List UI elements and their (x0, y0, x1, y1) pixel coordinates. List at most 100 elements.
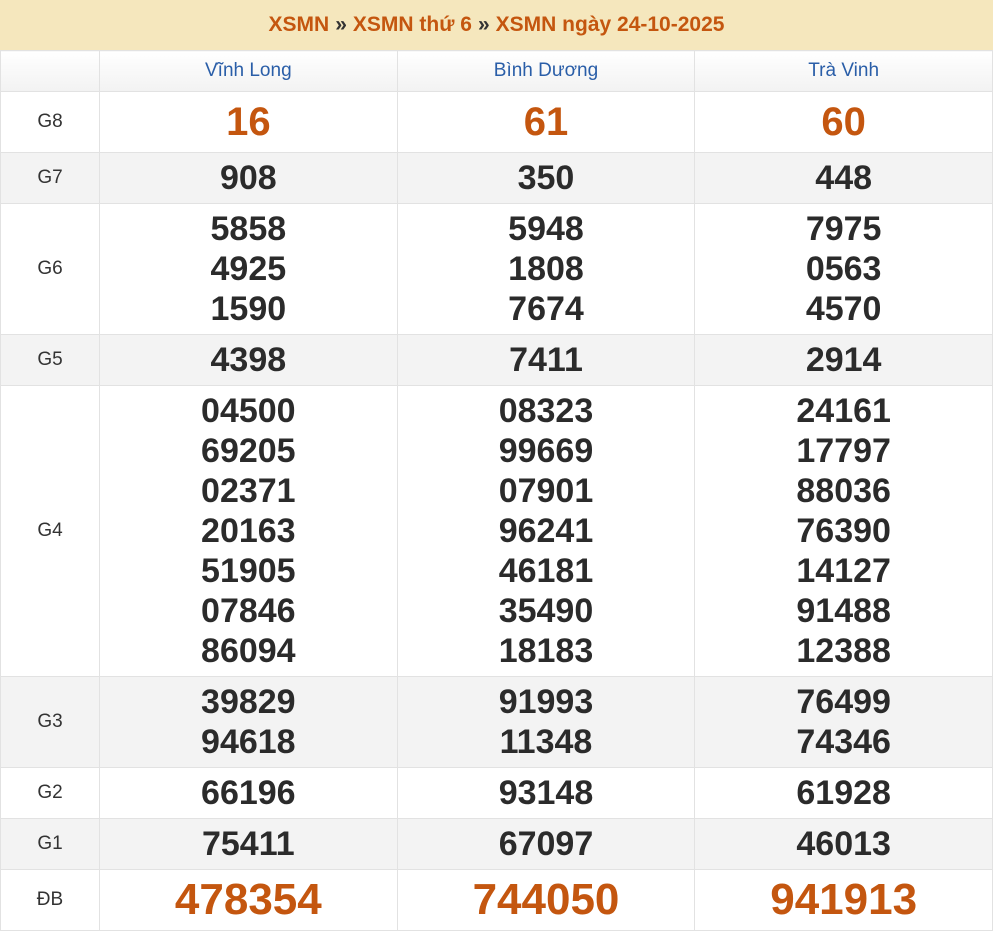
prize-cell: 350 (396, 152, 696, 204)
prize-number: 908 (219, 159, 277, 197)
prize-cell: 60 (694, 91, 993, 153)
prize-number: 1590 (210, 290, 287, 328)
prize-number: 17797 (796, 432, 891, 470)
prize-row: G4 04500 69205 02371 20163 51905 07846 86094 083… (0, 385, 993, 677)
prize-label: G8 (0, 91, 100, 153)
prize-number: 60 (821, 100, 866, 144)
prize-number: 7674 (508, 290, 584, 328)
province-header[interactable]: Vĩnh Long (99, 50, 398, 92)
prize-cell: 61 (396, 91, 696, 153)
prize-number: 18183 (498, 632, 594, 670)
breadcrumb-separator: » (335, 13, 347, 36)
prize-cell: 91993 11348 (396, 676, 696, 768)
prize-label: ĐB (0, 869, 100, 931)
province-header[interactable]: Bình Dương (396, 50, 696, 92)
prize-number: 4398 (210, 341, 287, 379)
prize-cell: 5948 1808 7674 (396, 203, 696, 335)
prize-number: 4570 (805, 290, 882, 328)
prize-label: G4 (0, 385, 100, 677)
prize-number: 08323 (498, 392, 594, 430)
breadcrumb-xsmn-date[interactable]: XSMN ngày 24-10-2025 (495, 13, 725, 36)
prize-cell: 478354 (99, 869, 398, 931)
prize-cell: 5858 4925 1590 (99, 203, 398, 335)
prize-number: 46013 (796, 825, 891, 863)
prize-number: 07846 (201, 592, 296, 630)
prize-label: G6 (0, 203, 100, 335)
province-header[interactable]: Trà Vinh (694, 50, 993, 92)
prize-number: 7975 (805, 210, 882, 248)
prize-cell: 75411 (99, 818, 398, 870)
prize-number: 478354 (174, 875, 322, 924)
prize-number: 04500 (201, 392, 296, 430)
prize-number: 35490 (498, 592, 594, 630)
prize-row: G5 4398 7411 2914 (0, 334, 993, 386)
prize-number: 88036 (796, 472, 891, 510)
prize-number: 448 (815, 159, 873, 197)
prize-row: ĐB 478354 744050 941913 (0, 869, 993, 931)
prize-number: 7411 (509, 341, 583, 379)
prize-row: G2 66196 93148 61928 (0, 767, 993, 819)
prize-number: 0563 (805, 250, 882, 288)
prize-row: G6 5858 4925 1590 5948 1808 7674 7975 0563 4570 (0, 203, 993, 335)
prize-number: 14127 (796, 552, 891, 590)
prize-number: 91993 (498, 683, 594, 721)
prize-number: 11348 (499, 723, 593, 761)
prize-label: G2 (0, 767, 100, 819)
prize-cell: 744050 (396, 869, 696, 931)
prize-number: 66196 (201, 774, 296, 812)
prize-number: 75411 (201, 825, 295, 863)
breadcrumb-xsmn-thu-6[interactable]: XSMN thứ 6 (352, 13, 472, 36)
prize-cell: 7411 (396, 334, 696, 386)
prize-row: G7 908 350 448 (0, 152, 993, 204)
prize-cell: 76499 74346 (694, 676, 993, 768)
header-blank (0, 50, 100, 92)
prize-number: 46181 (498, 552, 594, 590)
prize-cell: 941913 (694, 869, 993, 931)
prize-label: G7 (0, 152, 100, 204)
breadcrumb: XSMN » XSMN thứ 6 » XSMN ngày 24-10-2025 (0, 0, 993, 50)
prize-row: G3 39829 94618 91993 11348 76499 74346 (0, 676, 993, 768)
prize-number: 02371 (201, 472, 296, 510)
prize-number: 61 (523, 100, 569, 144)
results-table: Vĩnh Long Bình Dương Trà Vinh G8 16 61 60 G7… (0, 50, 993, 931)
prize-label: G1 (0, 818, 100, 870)
prize-number: 74346 (796, 723, 891, 761)
prize-number: 350 (517, 159, 575, 197)
prize-number: 69205 (201, 432, 296, 470)
prize-cell: 66196 (99, 767, 398, 819)
prize-number: 5858 (210, 210, 287, 248)
prize-number: 744050 (472, 875, 620, 924)
prize-cell: 61928 (694, 767, 993, 819)
prize-number: 5948 (508, 210, 584, 248)
prize-row: G8 16 61 60 (0, 91, 993, 153)
breadcrumb-xsmn[interactable]: XSMN (268, 13, 330, 36)
prize-number: 20163 (201, 512, 296, 550)
prize-number: 94618 (201, 723, 296, 761)
prize-number: 96241 (498, 512, 594, 550)
prize-number: 4925 (210, 250, 287, 288)
prize-number: 91488 (796, 592, 891, 630)
prize-cell: 24161 17797 88036 76390 14127 91488 12388 (694, 385, 993, 677)
prize-cell: 7975 0563 4570 (694, 203, 993, 335)
breadcrumb-separator: » (477, 13, 490, 36)
prize-cell: 2914 (694, 334, 993, 386)
prize-cell: 67097 (396, 818, 696, 870)
prize-number: 2914 (805, 341, 882, 379)
prize-number: 51905 (201, 552, 296, 590)
prize-number: 99669 (498, 432, 594, 470)
prize-number: 76499 (796, 683, 891, 721)
prize-number: 93148 (498, 774, 594, 812)
prize-number: 941913 (770, 875, 918, 924)
prize-number: 86094 (201, 632, 296, 670)
prize-label: G5 (0, 334, 100, 386)
prize-cell: 448 (694, 152, 993, 204)
prize-number: 12388 (796, 632, 891, 670)
prize-cell: 908 (99, 152, 398, 204)
prize-number: 39829 (201, 683, 296, 721)
prize-number: 76390 (796, 512, 891, 550)
prize-row: G1 75411 67097 46013 (0, 818, 993, 870)
prize-cell: 4398 (99, 334, 398, 386)
prize-label: G3 (0, 676, 100, 768)
prize-cell: 39829 94618 (99, 676, 398, 768)
prize-cell: 08323 99669 07901 96241 46181 35490 18183 (396, 385, 696, 677)
